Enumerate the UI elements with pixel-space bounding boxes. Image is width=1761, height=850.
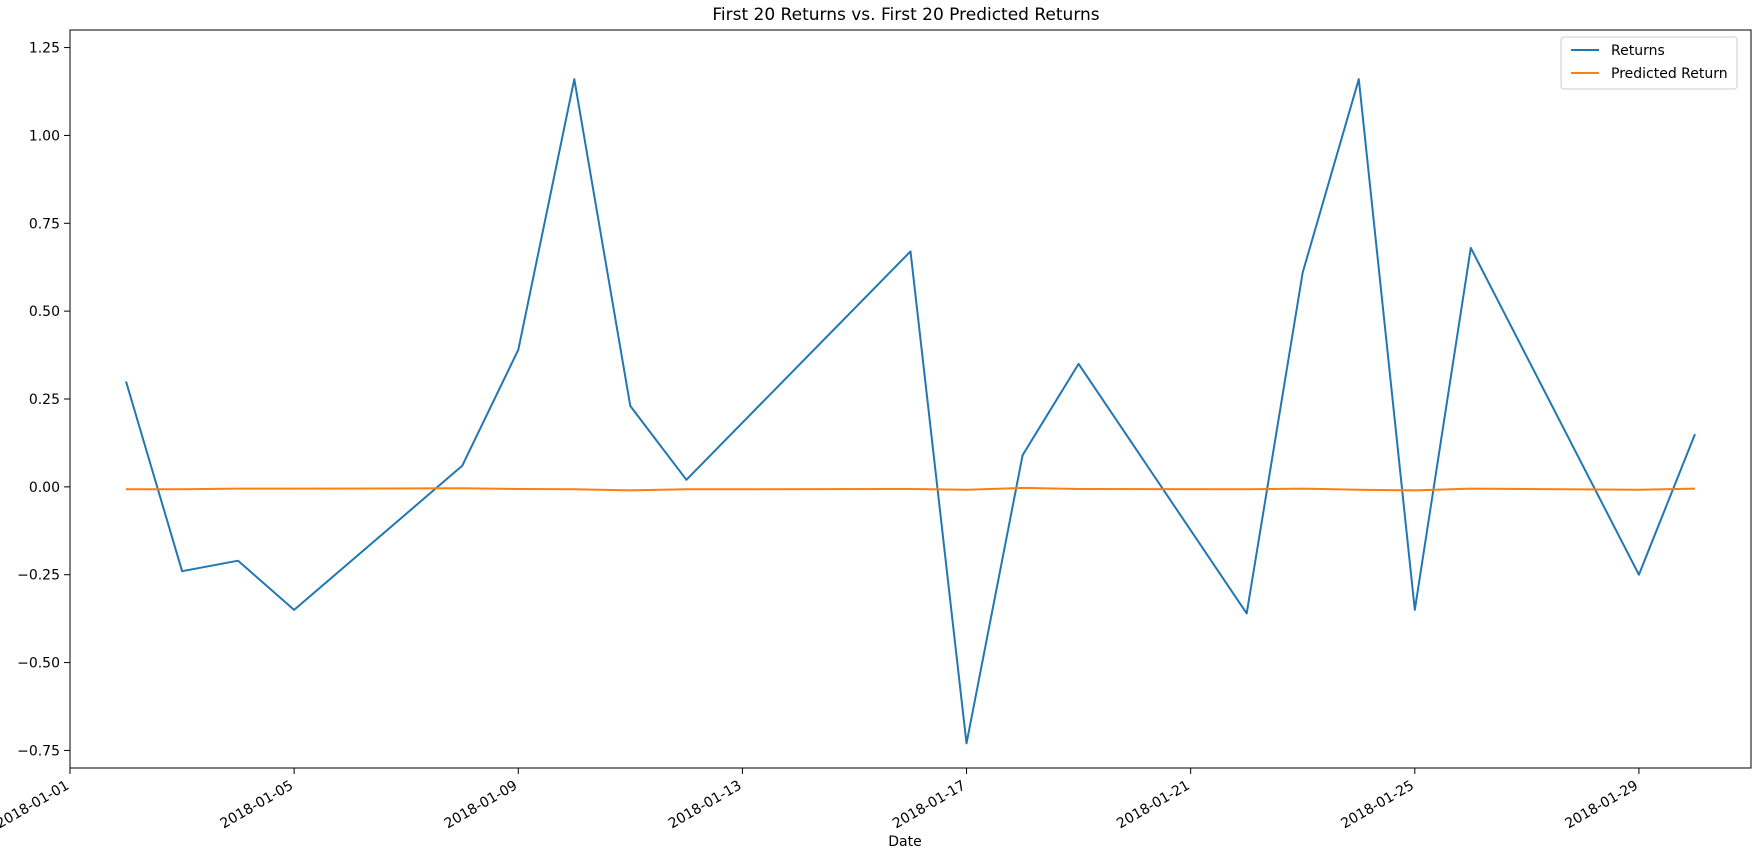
legend-label-returns: Returns: [1611, 43, 1665, 59]
x-tick-label: 2018-01-05: [218, 778, 296, 833]
y-tick-label: −0.75: [17, 743, 60, 759]
x-tick-label: 2018-01-29: [1562, 778, 1640, 833]
x-tick-label: 2018-01-17: [890, 778, 968, 833]
plot-border: [69, 29, 1752, 769]
y-tick-label: 1.25: [29, 41, 60, 57]
series-line-returns: [125, 78, 1696, 745]
legend: Returns Predicted Return: [1560, 36, 1738, 90]
y-tick-label: 0.50: [29, 304, 60, 320]
x-axis-label: Date: [888, 834, 921, 850]
y-tick-label: 1.00: [29, 128, 60, 144]
plot-background: [70, 30, 1751, 768]
legend-label-predicted: Predicted Return: [1611, 66, 1728, 82]
x-tick-label: 2018-01-21: [1114, 778, 1192, 833]
chart-title: First 20 Returns vs. First 20 Predicted …: [712, 5, 1099, 25]
legend-box: [1560, 36, 1738, 90]
y-tick-label: 0.75: [29, 216, 60, 232]
x-tick-label: 2018-01-01: [0, 778, 72, 833]
x-tick-label: 2018-01-13: [666, 778, 744, 833]
y-tick-label: −0.50: [17, 656, 60, 672]
x-tick-label: 2018-01-25: [1338, 778, 1416, 833]
plot-frame: [69, 29, 1752, 769]
plot-area: [70, 30, 1751, 768]
series-line-predicted-return: [126, 486, 1696, 492]
y-tick-label: 0.00: [29, 480, 60, 496]
series-lines: [125, 78, 1696, 745]
x-tick-label: 2018-01-09: [442, 778, 520, 833]
y-axis: 1.25 1.00 0.75 0.50 0.25 0.00 −0.25 −0.50 −0.75: [17, 41, 70, 759]
y-tick-label: −0.25: [17, 568, 60, 584]
y-tick-label: 0.25: [29, 392, 60, 408]
x-axis: 2018-01-01 2018-01-05 2018-01-09 2018-01-13…: [0, 768, 1641, 832]
